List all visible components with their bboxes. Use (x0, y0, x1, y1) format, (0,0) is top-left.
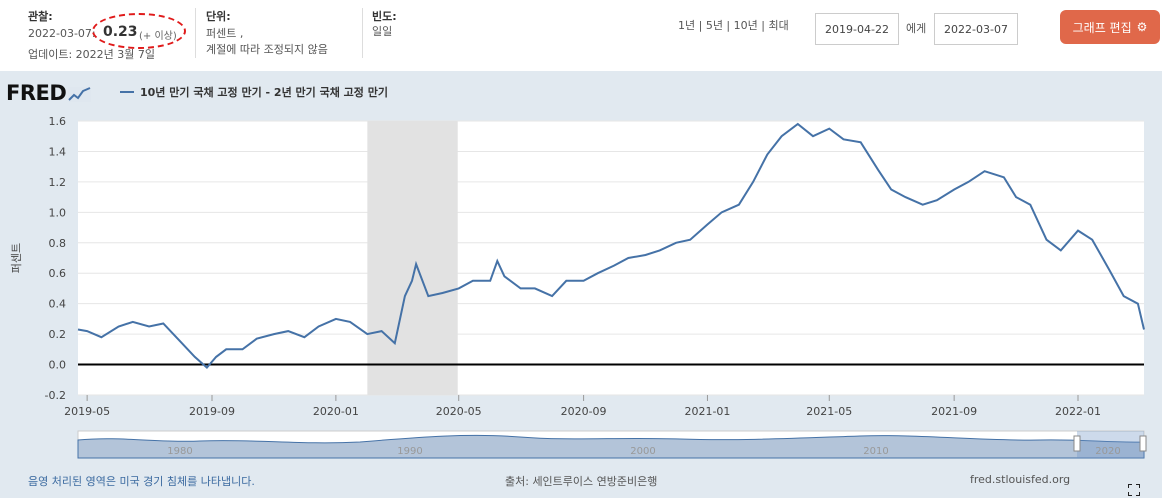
navigator-year-label: 2010 (863, 446, 888, 457)
highlight-circle (92, 13, 186, 49)
recession-shading (367, 121, 457, 395)
y-tick-label: 0.2 (49, 328, 67, 341)
navigator-handle-right[interactable] (1140, 436, 1146, 451)
y-tick-label: 1.0 (49, 206, 67, 219)
date-to-label: 에게 (906, 20, 926, 36)
y-tick-label: -0.2 (45, 389, 66, 402)
y-tick-label: 0.8 (49, 237, 67, 250)
frequency-value: 일일 (372, 23, 392, 39)
y-axis-label: 퍼센트 (10, 243, 23, 273)
x-tick-label: 2022-01 (1055, 405, 1101, 418)
y-tick-label: 1.2 (49, 176, 67, 189)
y-tick-label: 0.6 (49, 267, 67, 280)
observation-date: 2022-03-07: (28, 27, 96, 40)
units-label: 단위: (206, 8, 231, 24)
site-link[interactable]: fred.stlouisfed.org (970, 473, 1070, 486)
range-selector[interactable]: 1년 | 5년 | 10년 | 최대 (678, 17, 789, 33)
units-line1: 퍼센트 , (206, 25, 243, 41)
y-tick-label: 1.6 (49, 115, 67, 128)
navigator-year-label: 1980 (167, 446, 192, 457)
edit-graph-button[interactable]: 그래프 편집 ⚙ (1060, 10, 1160, 44)
observation-label: 관찰: (28, 8, 53, 24)
frequency-label: 빈도: (372, 8, 397, 24)
fullscreen-icon[interactable] (1128, 481, 1140, 493)
edit-graph-label: 그래프 편집 (1073, 19, 1132, 36)
x-axis: 2019-05 2019-09 2020-01 2020-05 2020-09 2021-… (64, 395, 1101, 418)
units-line2: 계절에 따라 조정되지 않음 (206, 41, 328, 57)
y-tick-label: 0.4 (49, 298, 67, 311)
navigator-year-label: 2020 (1095, 446, 1120, 457)
source-text: 출처: 세인트루이스 연방준비은행 (505, 473, 657, 489)
y-tick-label: 0.0 (49, 359, 67, 372)
x-tick-label: 2019-09 (189, 405, 235, 418)
chart-area: FRED 10년 만기 국채 고정 만기 - 2년 만기 국채 고정 만기 1.… (0, 71, 1162, 498)
y-axis: 1.6 1.4 1.2 1.0 0.8 0.6 0.4 0.2 0.0 -0.2 (45, 115, 66, 402)
chart-header: 관찰: 2022-03-07: 0.23 (+ 이상) 업데이트: 2022년 … (0, 0, 1162, 71)
x-tick-label: 2021-05 (806, 405, 852, 418)
start-date-input[interactable]: 2019-04-22 (815, 13, 899, 45)
x-tick-label: 2020-05 (436, 405, 482, 418)
updated-text: 업데이트: 2022년 3월 7일 (28, 46, 155, 62)
divider (195, 8, 196, 58)
end-date-input[interactable]: 2022-03-07 (934, 13, 1018, 45)
x-tick-label: 2021-09 (931, 405, 977, 418)
y-tick-label: 1.4 (49, 145, 67, 158)
recession-note: 음영 처리된 영역은 미국 경기 침체를 나타냅니다. (28, 473, 255, 489)
navigator-year-label: 2000 (630, 446, 655, 457)
gear-icon: ⚙ (1137, 20, 1148, 34)
plot-background (78, 121, 1144, 395)
navigator-handle-left[interactable] (1074, 436, 1080, 451)
divider (362, 8, 363, 58)
navigator[interactable]: 1980 1990 2000 2010 2020 (78, 431, 1146, 458)
x-tick-label: 2020-01 (313, 405, 359, 418)
x-tick-label: 2021-01 (684, 405, 730, 418)
x-tick-label: 2019-05 (64, 405, 110, 418)
navigator-year-label: 1990 (397, 446, 422, 457)
x-tick-label: 2020-09 (561, 405, 607, 418)
